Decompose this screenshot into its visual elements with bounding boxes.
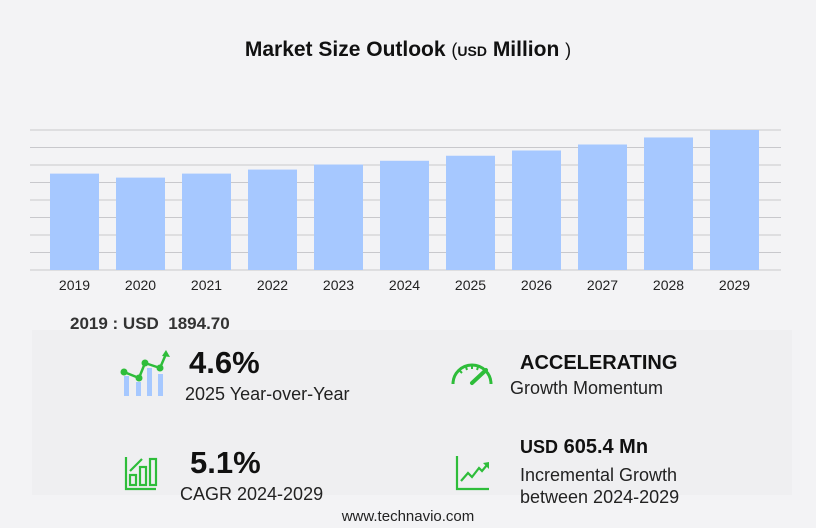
x-tick-label: 2025	[455, 277, 486, 293]
growth-chart-icon	[120, 350, 170, 396]
trend-line-icon	[455, 456, 489, 491]
bar-2027	[578, 144, 627, 270]
bar-chart: 2019 2020 2021 2022 2023 2024 2025 2026 2027 2028…	[30, 129, 781, 293]
bar-2019	[50, 173, 99, 270]
momentum-label: Growth Momentum	[510, 378, 664, 398]
bar-2021	[182, 173, 231, 270]
bar-2023	[314, 164, 363, 270]
yoy-value: 4.6%	[189, 345, 260, 380]
bar-2020	[116, 177, 165, 270]
x-tick-label: 2024	[389, 277, 420, 293]
incremental-label-1: Incremental Growth	[520, 465, 678, 485]
momentum-value: ACCELERATING	[520, 352, 678, 374]
x-tick-label: 2020	[125, 277, 156, 293]
cagr-label: CAGR 2024-2029	[180, 484, 324, 504]
unit-label: Million	[492, 38, 560, 61]
x-tick-label: 2026	[521, 277, 552, 293]
x-tick-label: 2022	[257, 277, 288, 293]
bar-2022	[248, 169, 297, 270]
x-tick-label: 2028	[653, 277, 684, 293]
bar-2029	[710, 130, 759, 270]
x-tick-label: 2023	[323, 277, 354, 293]
speedometer-icon	[451, 363, 493, 385]
bar-2025	[446, 155, 495, 270]
bar-2028	[644, 137, 693, 270]
x-tick-label: 2019	[59, 277, 90, 293]
title-text: Market Size Outlook	[244, 38, 446, 61]
incremental-prefix: USD	[520, 437, 559, 457]
start-value: 2019 : USD 1894.70	[70, 314, 230, 333]
cagr-value: 5.1%	[190, 445, 261, 480]
paren-open: (	[451, 40, 458, 60]
footer-url: www.technavio.com	[341, 508, 475, 525]
paren-close: )	[565, 40, 572, 60]
incremental-value: USD 605.4 Mn	[520, 436, 648, 459]
x-tick-label: 2021	[191, 277, 222, 293]
incremental-amount: 605.4 Mn	[563, 436, 649, 458]
stats-panel	[32, 330, 792, 495]
bar-growth-icon	[124, 457, 158, 491]
x-tick-label: 2029	[719, 277, 750, 293]
incremental-label-2: between 2024-2029	[520, 487, 680, 507]
bar-2024	[380, 160, 429, 270]
x-tick-label: 2027	[587, 277, 618, 293]
chart-title: Market Size Outlook (USD Million )	[0, 38, 816, 62]
yoy-label: 2025 Year-over-Year	[185, 384, 350, 404]
unit-currency: USD	[457, 43, 487, 59]
bar-2026	[512, 150, 561, 270]
